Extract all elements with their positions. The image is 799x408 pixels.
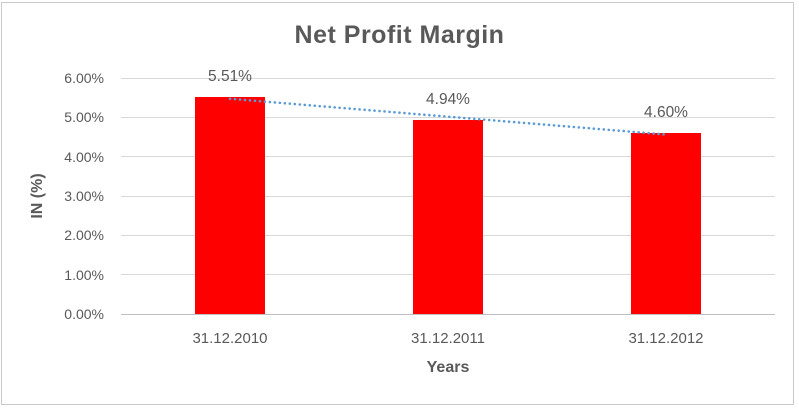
- chart-title[interactable]: Net Profit Margin: [294, 21, 505, 49]
- bar-31.12.2011[interactable]: [413, 119, 483, 314]
- x-tick-label: 31.12.2011: [411, 330, 485, 347]
- y-tick-label: 1.00%: [64, 266, 104, 283]
- bar-31.12.2012[interactable]: [631, 133, 701, 314]
- y-tick-label: 5.00%: [64, 109, 104, 126]
- x-tick-label: 31.12.2010: [192, 330, 268, 347]
- x-tick-label: 31.12.2012: [628, 330, 704, 347]
- y-tick-label: 2.00%: [64, 227, 104, 244]
- y-tick-label: 0.00%: [64, 306, 104, 322]
- bar-data-label: 4.94%: [426, 90, 470, 108]
- y-tick-label: 4.00%: [64, 148, 104, 165]
- y-axis-title: IN (%): [29, 173, 46, 219]
- x-axis-line: [121, 313, 775, 315]
- x-axis-title: Years: [426, 359, 470, 376]
- bar-31.12.2010[interactable]: [195, 97, 265, 314]
- gridline: [121, 77, 775, 79]
- y-tick-label: 3.00%: [64, 188, 104, 204]
- y-tick-label: 6.00%: [64, 70, 104, 86]
- bar-data-label: 4.60%: [644, 104, 688, 122]
- bar-data-label: 5.51%: [208, 68, 252, 86]
